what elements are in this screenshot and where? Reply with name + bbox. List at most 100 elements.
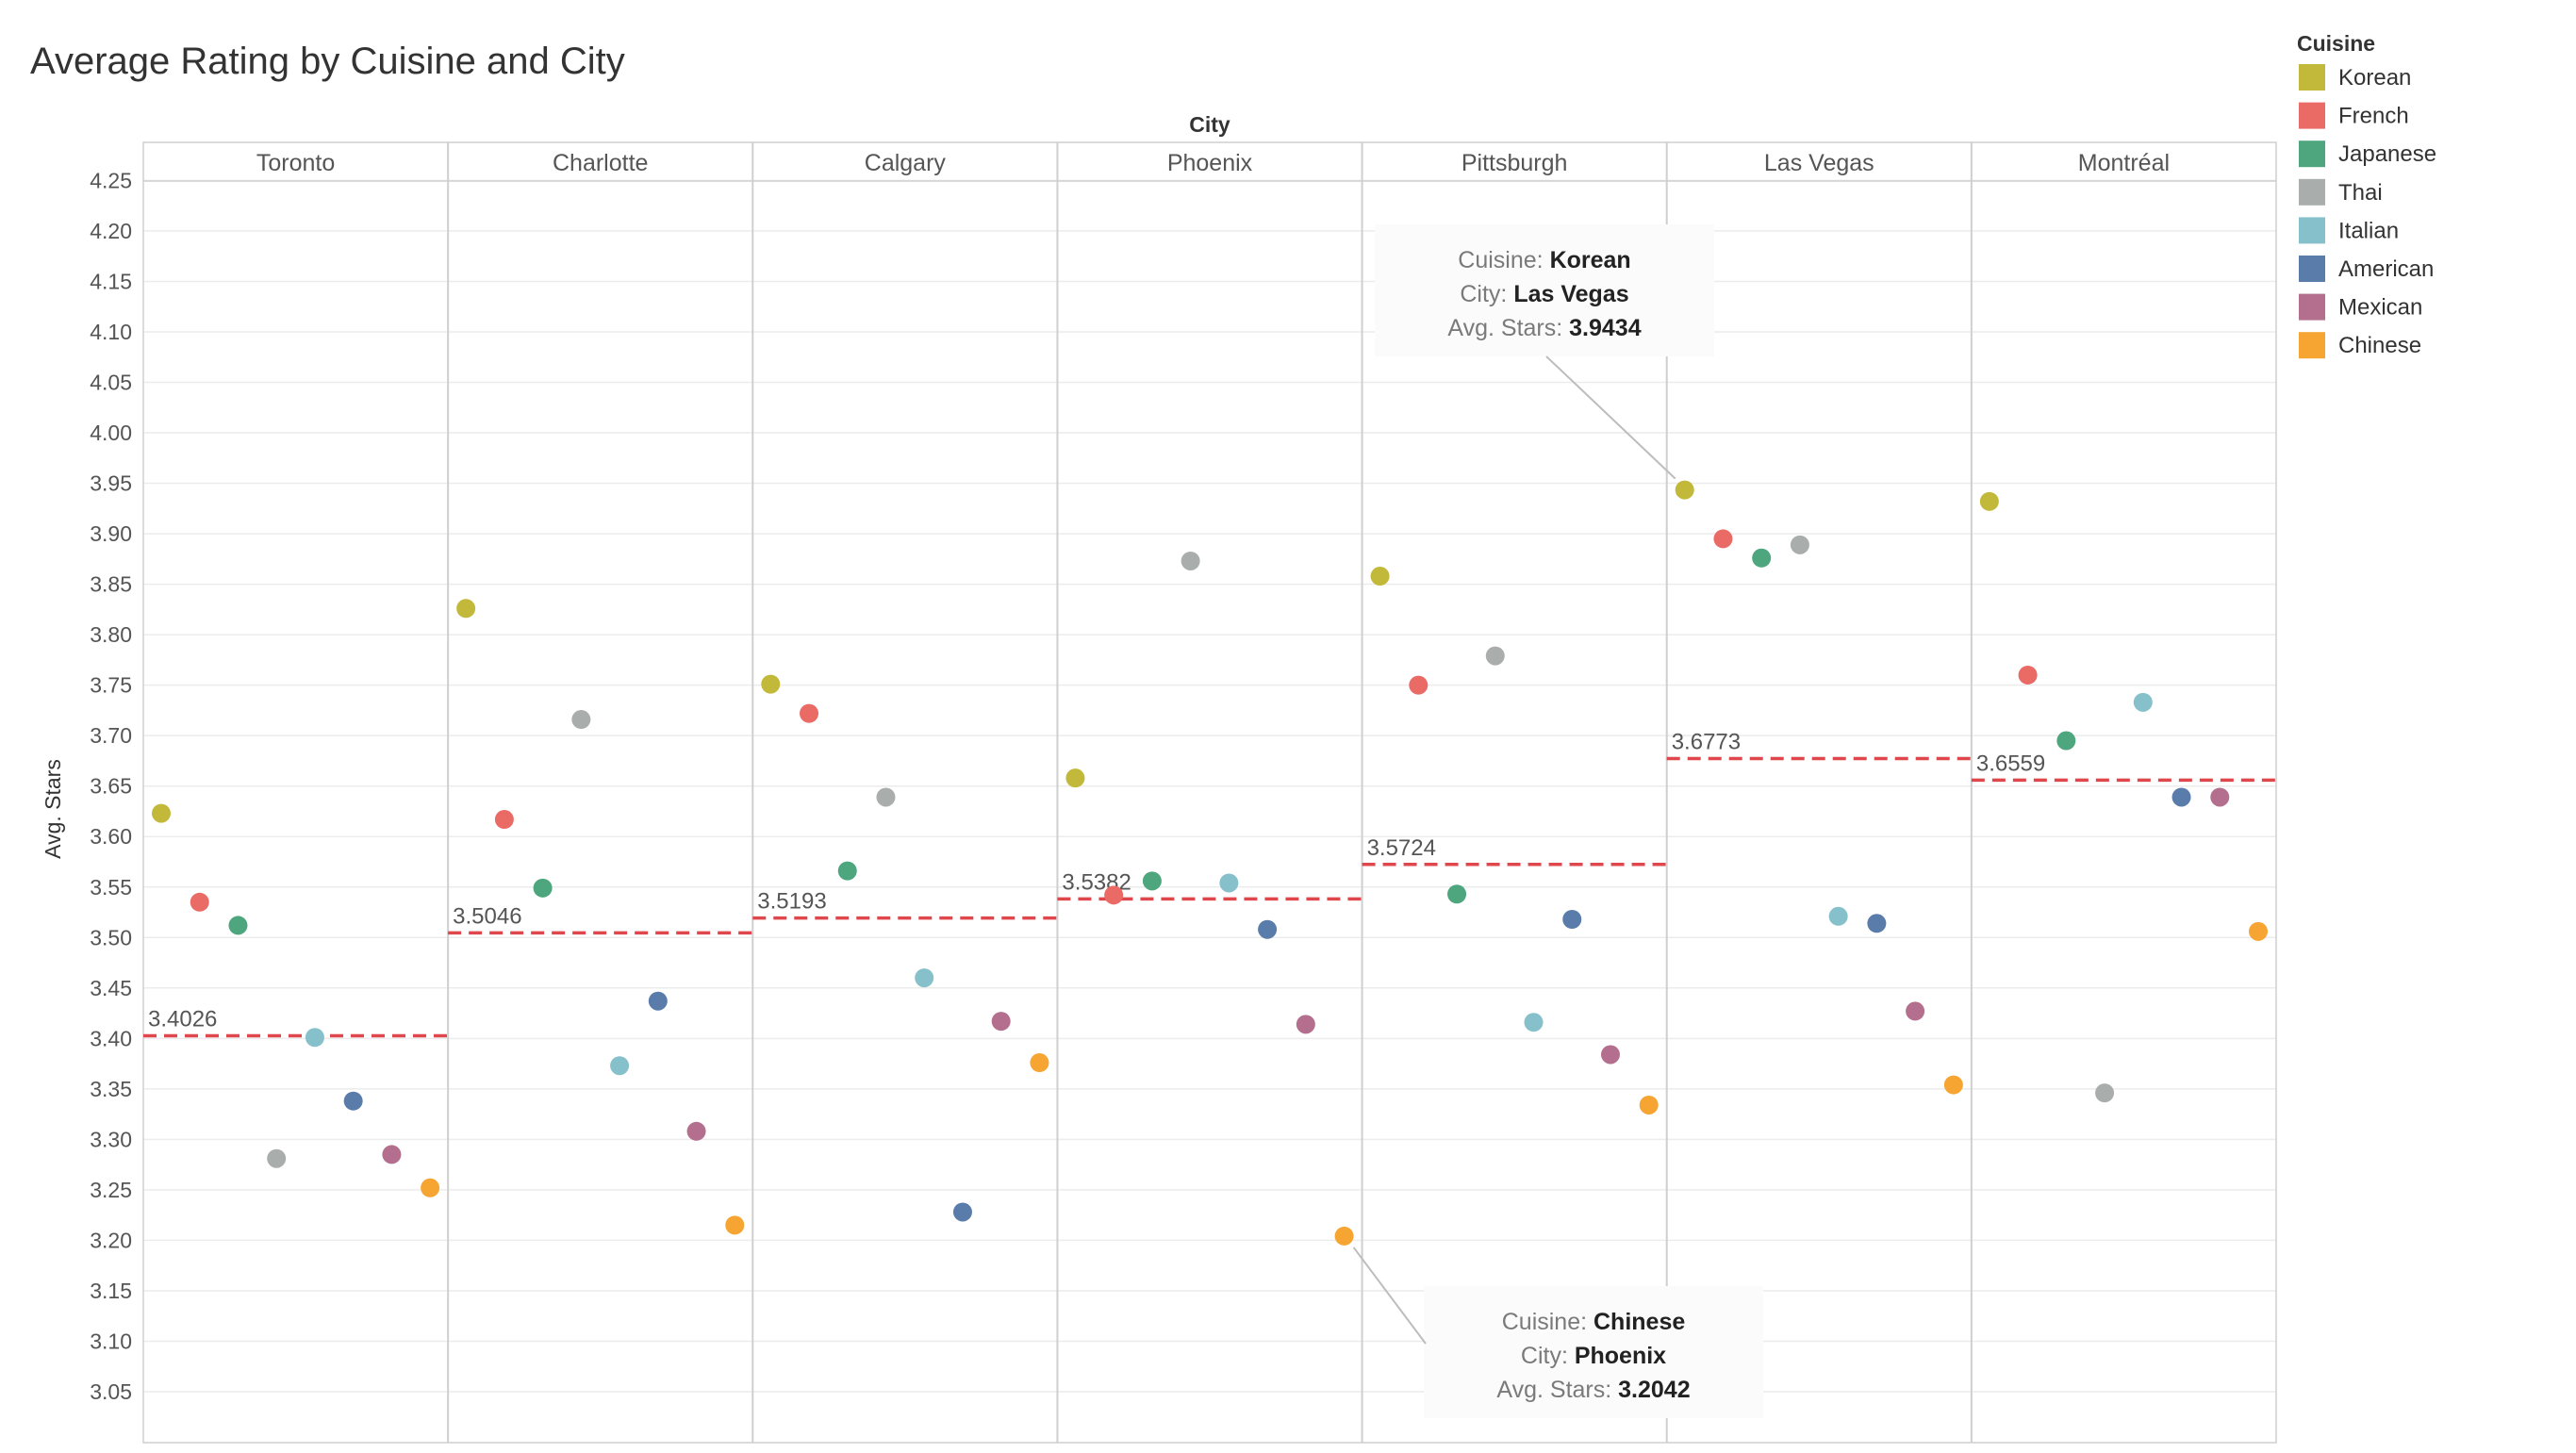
- point-calgary-italian[interactable]: [915, 968, 934, 988]
- point-phoenix-korean[interactable]: [1065, 768, 1085, 788]
- point-phoenix-chinese[interactable]: [1334, 1226, 1354, 1246]
- point-toronto-italian[interactable]: [305, 1028, 324, 1048]
- legend-label: Italian: [2338, 218, 2399, 243]
- point-charlotte-american[interactable]: [648, 991, 668, 1011]
- point-toronto-american[interactable]: [343, 1091, 363, 1111]
- point-phoenix-thai[interactable]: [1181, 551, 1200, 570]
- point-montr-al-mexican[interactable]: [2210, 787, 2230, 807]
- point-charlotte-chinese[interactable]: [725, 1215, 745, 1235]
- point-phoenix-japanese[interactable]: [1142, 871, 1162, 891]
- point-montr-al-korean[interactable]: [1979, 491, 1999, 511]
- point-calgary-korean[interactable]: [761, 674, 781, 694]
- y-tick-label: 3.30: [90, 1127, 132, 1151]
- y-tick-label: 4.05: [90, 371, 132, 395]
- point-pittsburgh-french[interactable]: [1409, 675, 1428, 695]
- tooltip-annotation: Cuisine: Chinese City: Phoenix Avg. Stars:…: [1352, 1247, 1763, 1418]
- point-pittsburgh-japanese[interactable]: [1447, 884, 1467, 904]
- point-charlotte-japanese[interactable]: [533, 878, 553, 898]
- point-las-vegas-mexican[interactable]: [1906, 1001, 1925, 1021]
- point-montr-al-thai[interactable]: [2095, 1083, 2115, 1103]
- point-phoenix-mexican[interactable]: [1296, 1015, 1315, 1034]
- legend-title: Cuisine: [2297, 31, 2375, 56]
- point-las-vegas-thai[interactable]: [1790, 535, 1809, 554]
- average-label: 3.5046: [453, 903, 521, 929]
- point-pittsburgh-thai[interactable]: [1485, 646, 1505, 666]
- data-points[interactable]: [152, 480, 2268, 1246]
- city-header-pittsburgh: Pittsburgh: [1461, 150, 1568, 176]
- point-charlotte-italian[interactable]: [610, 1056, 630, 1076]
- point-calgary-french[interactable]: [800, 703, 819, 723]
- city-header-charlotte: Charlotte: [553, 150, 648, 176]
- city-header-las-vegas: Las Vegas: [1764, 150, 1874, 176]
- legend-label: Chinese: [2338, 333, 2421, 358]
- point-calgary-thai[interactable]: [876, 787, 896, 807]
- legend-item-french[interactable]: French: [2299, 102, 2409, 129]
- point-toronto-thai[interactable]: [267, 1148, 287, 1168]
- y-tick-label: 3.05: [90, 1379, 132, 1404]
- point-las-vegas-korean[interactable]: [1675, 480, 1694, 500]
- legend-label: American: [2338, 256, 2434, 282]
- y-tick-label: 4.00: [90, 421, 132, 445]
- point-toronto-chinese[interactable]: [421, 1178, 440, 1197]
- point-montr-al-american[interactable]: [2171, 787, 2191, 807]
- legend-item-thai[interactable]: Thai: [2299, 178, 2383, 206]
- point-phoenix-american[interactable]: [1258, 919, 1278, 939]
- point-las-vegas-american[interactable]: [1867, 914, 1887, 933]
- y-tick-label: 3.95: [90, 471, 132, 496]
- legend-item-japanese[interactable]: Japanese: [2299, 140, 2436, 168]
- city-header-phoenix: Phoenix: [1167, 150, 1253, 176]
- legend-item-italian[interactable]: Italian: [2299, 217, 2399, 244]
- legend-swatch: [2299, 256, 2325, 282]
- y-tick-label: 3.80: [90, 622, 132, 647]
- point-las-vegas-japanese[interactable]: [1752, 548, 1772, 568]
- point-phoenix-french[interactable]: [1104, 885, 1124, 905]
- annotations: Cuisine: Korean City: Las Vegas Avg. Stars…: [1352, 224, 1763, 1418]
- panel-border: [142, 141, 2277, 1444]
- point-pittsburgh-italian[interactable]: [1524, 1013, 1544, 1032]
- tooltip-line: Cuisine: Chinese: [1502, 1309, 1686, 1335]
- point-phoenix-italian[interactable]: [1219, 873, 1239, 893]
- point-charlotte-thai[interactable]: [571, 710, 591, 730]
- point-montr-al-japanese[interactable]: [2056, 731, 2076, 751]
- legend-label: Thai: [2338, 180, 2383, 206]
- point-montr-al-italian[interactable]: [2133, 692, 2153, 712]
- city-header-toronto: Toronto: [256, 150, 335, 176]
- point-pittsburgh-mexican[interactable]: [1600, 1045, 1620, 1065]
- point-toronto-japanese[interactable]: [228, 916, 248, 935]
- point-charlotte-french[interactable]: [494, 810, 514, 830]
- point-pittsburgh-chinese[interactable]: [1639, 1095, 1659, 1115]
- legend-item-mexican[interactable]: Mexican: [2299, 293, 2422, 321]
- point-las-vegas-italian[interactable]: [1828, 906, 1848, 926]
- tooltip-leader: [1352, 1247, 1427, 1345]
- point-toronto-mexican[interactable]: [382, 1145, 402, 1164]
- y-axis-label: Avg. Stars: [41, 759, 65, 859]
- legend-item-american[interactable]: American: [2299, 256, 2434, 282]
- point-charlotte-mexican[interactable]: [686, 1121, 706, 1141]
- point-calgary-mexican[interactable]: [991, 1012, 1011, 1032]
- point-montr-al-chinese[interactable]: [2249, 921, 2268, 941]
- legend-item-chinese[interactable]: Chinese: [2299, 332, 2421, 359]
- tooltip-line: Avg. Stars: 3.9434: [1447, 315, 1641, 341]
- point-las-vegas-chinese[interactable]: [1943, 1075, 1963, 1095]
- point-calgary-chinese[interactable]: [1030, 1053, 1049, 1073]
- y-tick-label: 3.25: [90, 1178, 132, 1202]
- point-charlotte-korean[interactable]: [456, 599, 476, 619]
- point-pittsburgh-korean[interactable]: [1370, 567, 1390, 586]
- point-montr-al-french[interactable]: [2018, 665, 2038, 685]
- legend-item-korean[interactable]: Korean: [2299, 64, 2411, 91]
- point-calgary-american[interactable]: [952, 1202, 972, 1222]
- point-toronto-french[interactable]: [190, 892, 209, 912]
- point-pittsburgh-american[interactable]: [1562, 910, 1582, 930]
- average-label: 3.5193: [757, 889, 826, 915]
- legend-label: Korean: [2338, 65, 2411, 91]
- legend-swatch: [2299, 178, 2325, 206]
- legend[interactable]: Korean French Japanese Thai Italian American M…: [2299, 64, 2436, 359]
- point-toronto-korean[interactable]: [152, 803, 171, 823]
- y-axis-ticks: 3.05 3.10 3.15 3.20 3.25 3.30 3.35 3.40 3.45 3.50…: [90, 168, 132, 1404]
- point-calgary-japanese[interactable]: [837, 861, 857, 881]
- point-las-vegas-french[interactable]: [1713, 529, 1733, 549]
- legend-label: French: [2338, 104, 2409, 129]
- average-label: 3.6559: [1976, 751, 2045, 776]
